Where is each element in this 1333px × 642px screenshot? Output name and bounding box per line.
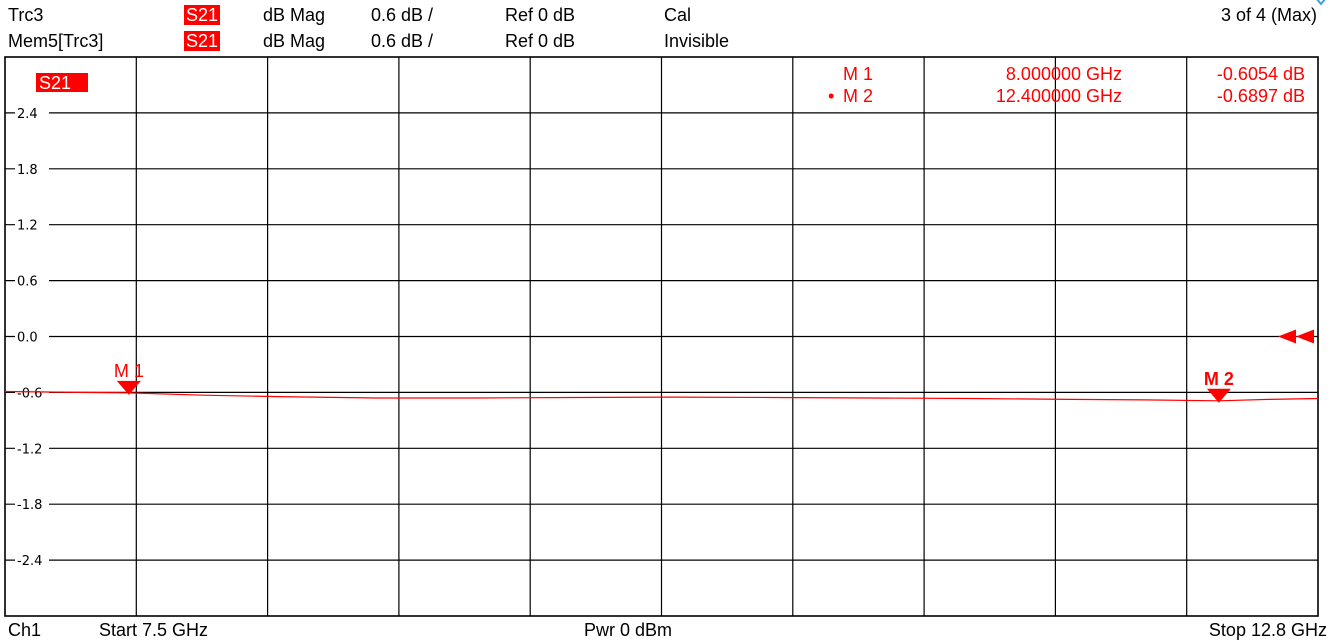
trace-label[interactable]: S21 bbox=[39, 73, 71, 93]
memory-trace-format[interactable]: dB Mag bbox=[263, 31, 326, 51]
tick-label-background bbox=[15, 552, 49, 568]
trace-label-badge[interactable] bbox=[36, 73, 88, 92]
start-frequency[interactable]: Start 7.5 GHz bbox=[99, 620, 209, 640]
marker-list-frequency[interactable]: 12.400000 GHz bbox=[996, 86, 1122, 106]
trace-count: 3 of 4 (Max) bbox=[1220, 5, 1317, 25]
y-tick-label: 2.4 bbox=[17, 107, 38, 122]
reference-level-indicator[interactable] bbox=[1278, 329, 1314, 344]
trace-ref[interactable]: Ref 0 dB bbox=[505, 5, 576, 25]
chevron-down-icon[interactable] bbox=[1314, 0, 1328, 8]
tick-label-background bbox=[15, 496, 49, 512]
tick-label-background bbox=[15, 272, 49, 288]
y-tick-label: 0.6 bbox=[17, 275, 38, 290]
trace-name[interactable]: Trc3 bbox=[8, 5, 44, 25]
cal-state: Cal bbox=[664, 5, 692, 25]
trace-scale[interactable]: 0.6 dB / bbox=[371, 5, 434, 25]
marker-label[interactable]: M 1 bbox=[114, 361, 144, 381]
s-parameter-badge[interactable]: S21 bbox=[184, 5, 221, 25]
y-tick-label: -2.4 bbox=[17, 554, 42, 569]
memory-trace-scale[interactable]: 0.6 dB / bbox=[371, 31, 434, 51]
marker-list-label[interactable]: M 1 bbox=[843, 64, 873, 84]
y-tick-label: -0.6 bbox=[17, 386, 42, 401]
y-tick-label: 0.0 bbox=[17, 331, 38, 346]
memory-s-parameter-badge[interactable]: S21 bbox=[184, 31, 221, 51]
tick-label-background bbox=[15, 104, 49, 120]
memory-state: Invisible bbox=[664, 31, 730, 51]
stop-frequency[interactable]: Stop 12.8 GHz bbox=[1208, 620, 1327, 640]
trace-format[interactable]: dB Mag bbox=[263, 5, 326, 25]
tick-label-background bbox=[15, 440, 49, 456]
channel-label[interactable]: Ch1 bbox=[8, 620, 42, 640]
tick-label-background bbox=[15, 328, 49, 344]
marker-list-value[interactable]: -0.6897 dB bbox=[1217, 86, 1305, 106]
memory-trace-name[interactable]: Mem5[Trc3] bbox=[8, 31, 104, 51]
marker-label[interactable]: M 2 bbox=[1204, 369, 1234, 389]
marker-list-value[interactable]: -0.6054 dB bbox=[1217, 64, 1305, 84]
active-marker-bullet: • bbox=[828, 86, 834, 106]
marker-list-frequency[interactable]: 8.000000 GHz bbox=[1006, 64, 1122, 84]
tick-label-background bbox=[15, 216, 49, 232]
source-power[interactable]: Pwr 0 dBm bbox=[584, 620, 673, 640]
marker-triangle[interactable] bbox=[1206, 388, 1231, 403]
tick-label-background bbox=[15, 160, 49, 176]
y-tick-label: 1.2 bbox=[17, 219, 38, 234]
memory-trace-ref[interactable]: Ref 0 dB bbox=[505, 31, 576, 51]
trace-line bbox=[4, 390, 1319, 402]
y-tick-label: -1.2 bbox=[17, 442, 42, 457]
marker-list-label[interactable]: M 2 bbox=[843, 86, 873, 106]
y-tick-label: -1.8 bbox=[17, 498, 42, 513]
y-tick-label: 1.8 bbox=[17, 163, 38, 178]
marker-triangle[interactable] bbox=[116, 380, 141, 395]
